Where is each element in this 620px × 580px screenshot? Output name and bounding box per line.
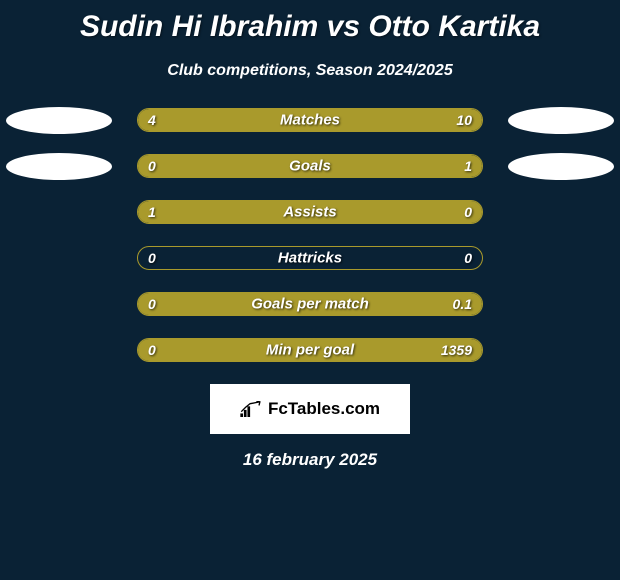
- stat-value-left: 1: [148, 204, 156, 220]
- bar-fill-right: [236, 109, 482, 131]
- stat-value-right: 0: [464, 250, 472, 266]
- stat-label: Assists: [283, 204, 336, 221]
- stat-value-left: 0: [148, 158, 156, 174]
- stat-value-right: 10: [456, 112, 472, 128]
- subtitle: Club competitions, Season 2024/2025: [0, 62, 620, 80]
- stat-value-right: 0: [464, 204, 472, 220]
- brand-badge: FcTables.com: [210, 384, 410, 434]
- vs-separator: vs: [327, 10, 360, 43]
- stat-label: Matches: [280, 112, 340, 129]
- stat-bar: Min per goal 0 1359: [137, 338, 483, 362]
- brand-text: FcTables.com: [268, 399, 380, 419]
- player2-avatar: [508, 153, 614, 180]
- stat-bar: Hattricks 0 0: [137, 246, 483, 270]
- date-label: 16 february 2025: [0, 450, 620, 470]
- player1-avatar: [6, 153, 112, 180]
- stat-value-right: 1359: [441, 342, 472, 358]
- stat-row: Hattricks 0 0: [0, 246, 620, 270]
- stat-bar: Goals per match 0 0.1: [137, 292, 483, 316]
- player1-name: Sudin Hi Ibrahim: [80, 10, 318, 43]
- comparison-title: Sudin Hi Ibrahim vs Otto Kartika: [0, 0, 620, 44]
- stat-row: Goals 0 1: [0, 154, 620, 178]
- stat-label: Hattricks: [278, 250, 342, 267]
- brand-logo-icon: [240, 401, 262, 417]
- player1-avatar: [6, 107, 112, 134]
- stat-value-left: 4: [148, 112, 156, 128]
- stat-value-left: 0: [148, 342, 156, 358]
- stat-bar: Goals 0 1: [137, 154, 483, 178]
- stat-label: Min per goal: [266, 342, 354, 359]
- player2-avatar: [508, 107, 614, 134]
- comparison-chart: Matches410Goals01Assists10Hattricks00Goa…: [0, 108, 620, 362]
- stat-row: Matches 4 10: [0, 108, 620, 132]
- stat-row: Goals per match 0 0.1: [0, 292, 620, 316]
- stat-value-left: 0: [148, 296, 156, 312]
- stat-label: Goals per match: [251, 296, 369, 313]
- stat-label: Goals: [289, 158, 331, 175]
- player2-name: Otto Kartika: [368, 10, 540, 43]
- stat-bar: Assists 1 0: [137, 200, 483, 224]
- stat-value-right: 1: [464, 158, 472, 174]
- stat-value-right: 0.1: [453, 296, 472, 312]
- stat-row: Assists 1 0: [0, 200, 620, 224]
- stat-value-left: 0: [148, 250, 156, 266]
- stat-row: Min per goal 0 1359: [0, 338, 620, 362]
- stat-bar: Matches 4 10: [137, 108, 483, 132]
